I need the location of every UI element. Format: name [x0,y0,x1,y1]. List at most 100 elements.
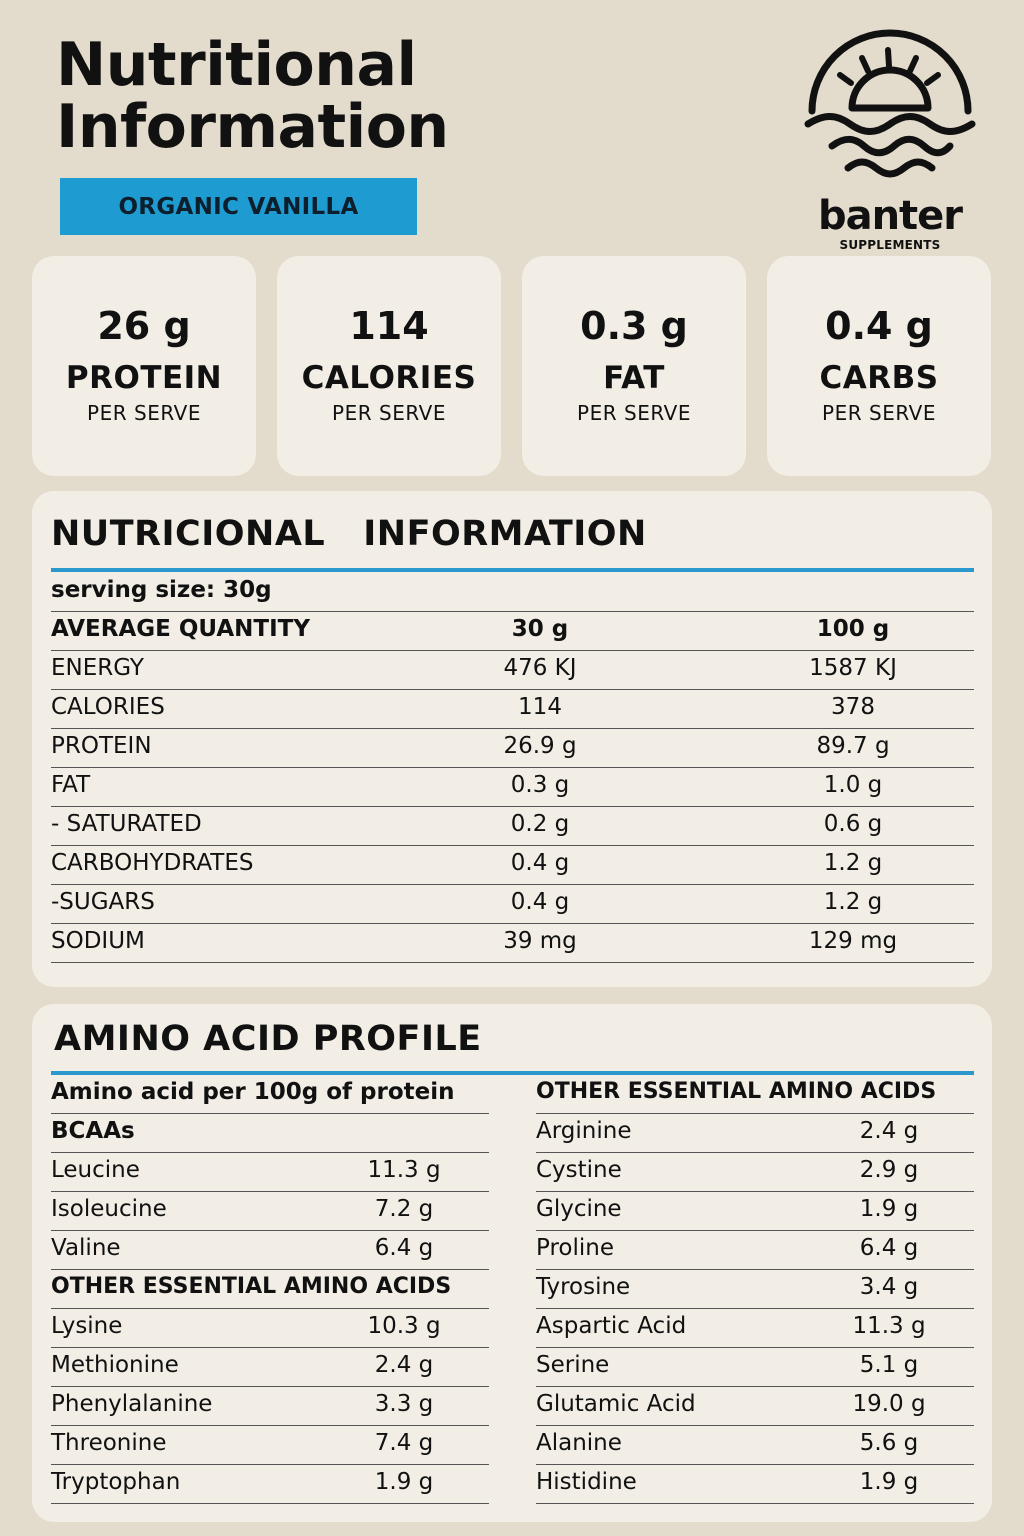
stat-value: 0.3 g [580,304,688,348]
header-col-30g: 30 g [511,616,569,642]
table-row: CALORIES 114 378 [51,690,974,729]
row-value-100g: 89.7 g [816,733,890,759]
flavor-label: ORGANIC VANILLA [118,193,359,220]
essential-header: OTHER ESSENTIAL AMINO ACIDS [51,1274,452,1299]
row-label: CALORIES [51,694,165,720]
row-value-30g: 0.2 g [510,811,570,837]
list-item: Leucine 11.3 g [51,1153,489,1192]
table-row: -SUGARS 0.4 g 1.2 g [51,885,974,924]
amino-value: 7.2 g [374,1196,434,1222]
amino-name: Threonine [51,1430,167,1456]
row-value-30g: 0.3 g [510,772,570,798]
row-label: -SUGARS [51,889,155,915]
amino-name: Leucine [51,1157,140,1183]
brand-subtitle: SUPPLEMENTS [839,238,941,252]
amino-left-header-row: Amino acid per 100g of protein [51,1075,489,1114]
flavor-badge: ORGANIC VANILLA [60,178,417,235]
bcaa-header-row: BCAAs [51,1114,489,1153]
row-value-100g: 1587 KJ [809,655,897,681]
amino-title: AMINO ACID PROFILE [54,1019,482,1059]
amino-value: 7.4 g [374,1430,434,1456]
amino-value: 11.3 g [367,1157,441,1183]
stat-per: PER SERVE [822,401,936,425]
nutrition-divider [51,568,974,572]
list-item: Phenylalanine 3.3 g [51,1387,489,1426]
row-value-100g: 129 mg [808,928,898,954]
amino-name: Cystine [536,1157,622,1183]
amino-name: Isoleucine [51,1196,167,1222]
stat-per: PER SERVE [87,401,201,425]
list-item: Arginine 2.4 g [536,1114,974,1153]
row-value-30g: 39 mg [503,928,577,954]
amino-name: Glutamic Acid [536,1391,696,1417]
row-label: CARBOHYDRATES [51,850,254,876]
list-item: Serine 5.1 g [536,1348,974,1387]
amino-value: 1.9 g [374,1469,434,1495]
amino-name: Tryptophan [51,1469,181,1495]
page-title: Nutritional Information [56,34,449,158]
table-row: - SATURATED 0.2 g 0.6 g [51,807,974,846]
table-row: CARBOHYDRATES 0.4 g 1.2 g [51,846,974,885]
list-item: Aspartic Acid 11.3 g [536,1309,974,1348]
table-row: SODIUM 39 mg 129 mg [51,924,974,963]
row-value-30g: 476 KJ [503,655,577,681]
amino-value: 2.9 g [859,1157,919,1183]
serving-size: serving size: 30g [51,577,272,603]
stat-card-protein: 26 g PROTEIN PER SERVE [32,256,256,476]
list-item: Glutamic Acid 19.0 g [536,1387,974,1426]
amino-name: Methionine [51,1352,179,1378]
row-label: ENERGY [51,655,144,681]
list-item: Tryptophan 1.9 g [51,1465,489,1504]
row-value-30g: 0.4 g [510,850,570,876]
amino-name: Serine [536,1352,610,1378]
header-label: AVERAGE QUANTITY [51,616,311,642]
stat-value: 0.4 g [825,304,933,348]
amino-name: Alanine [536,1430,622,1456]
amino-left-header: Amino acid per 100g of protein [51,1079,455,1105]
amino-value: 1.9 g [859,1196,919,1222]
row-label: SODIUM [51,928,145,954]
amino-value: 3.4 g [859,1274,919,1300]
title-line-2: Information [56,92,449,162]
list-item: Histidine 1.9 g [536,1465,974,1504]
amino-name: Arginine [536,1118,632,1144]
stat-card-carbs: 0.4 g CARBS PER SERVE [767,256,991,476]
row-label: - SATURATED [51,811,202,837]
row-value-30g: 26.9 g [503,733,577,759]
amino-name: Proline [536,1235,614,1261]
list-item: Lysine 10.3 g [51,1309,489,1348]
nutrition-title: NUTRICIONAL INFORMATION [51,514,647,554]
stat-label: FAT [603,360,665,396]
stat-label: CARBS [819,360,939,396]
sun-waves-logo-icon [804,29,976,178]
amino-panel [32,1004,992,1522]
amino-name: Histidine [536,1469,637,1495]
amino-name: Tyrosine [536,1274,631,1300]
header-col-100g: 100 g [816,616,890,642]
amino-value: 10.3 g [367,1313,441,1339]
amino-value: 11.3 g [852,1313,926,1339]
list-item: Methionine 2.4 g [51,1348,489,1387]
row-value-30g: 114 [518,694,562,720]
amino-right-header: OTHER ESSENTIAL AMINO ACIDS [536,1079,937,1104]
essential-header-row: OTHER ESSENTIAL AMINO ACIDS [51,1270,489,1309]
amino-value: 3.3 g [374,1391,434,1417]
row-value-100g: 1.0 g [823,772,883,798]
amino-value: 5.1 g [859,1352,919,1378]
row-label: FAT [51,772,91,798]
stat-card-calories: 114 CALORIES PER SERVE [277,256,501,476]
nutrition-panel [32,491,992,987]
amino-name: Phenylalanine [51,1391,213,1417]
list-item: Threonine 7.4 g [51,1426,489,1465]
list-item: Alanine 5.6 g [536,1426,974,1465]
table-row: FAT 0.3 g 1.0 g [51,768,974,807]
stat-label: PROTEIN [65,360,223,396]
amino-divider [51,1071,974,1075]
row-value-30g: 0.4 g [510,889,570,915]
amino-name: Lysine [51,1313,123,1339]
amino-value: 2.4 g [374,1352,434,1378]
row-value-100g: 1.2 g [823,889,883,915]
list-item: Valine 6.4 g [51,1231,489,1270]
amino-name: Aspartic Acid [536,1313,687,1339]
amino-value: 2.4 g [859,1118,919,1144]
